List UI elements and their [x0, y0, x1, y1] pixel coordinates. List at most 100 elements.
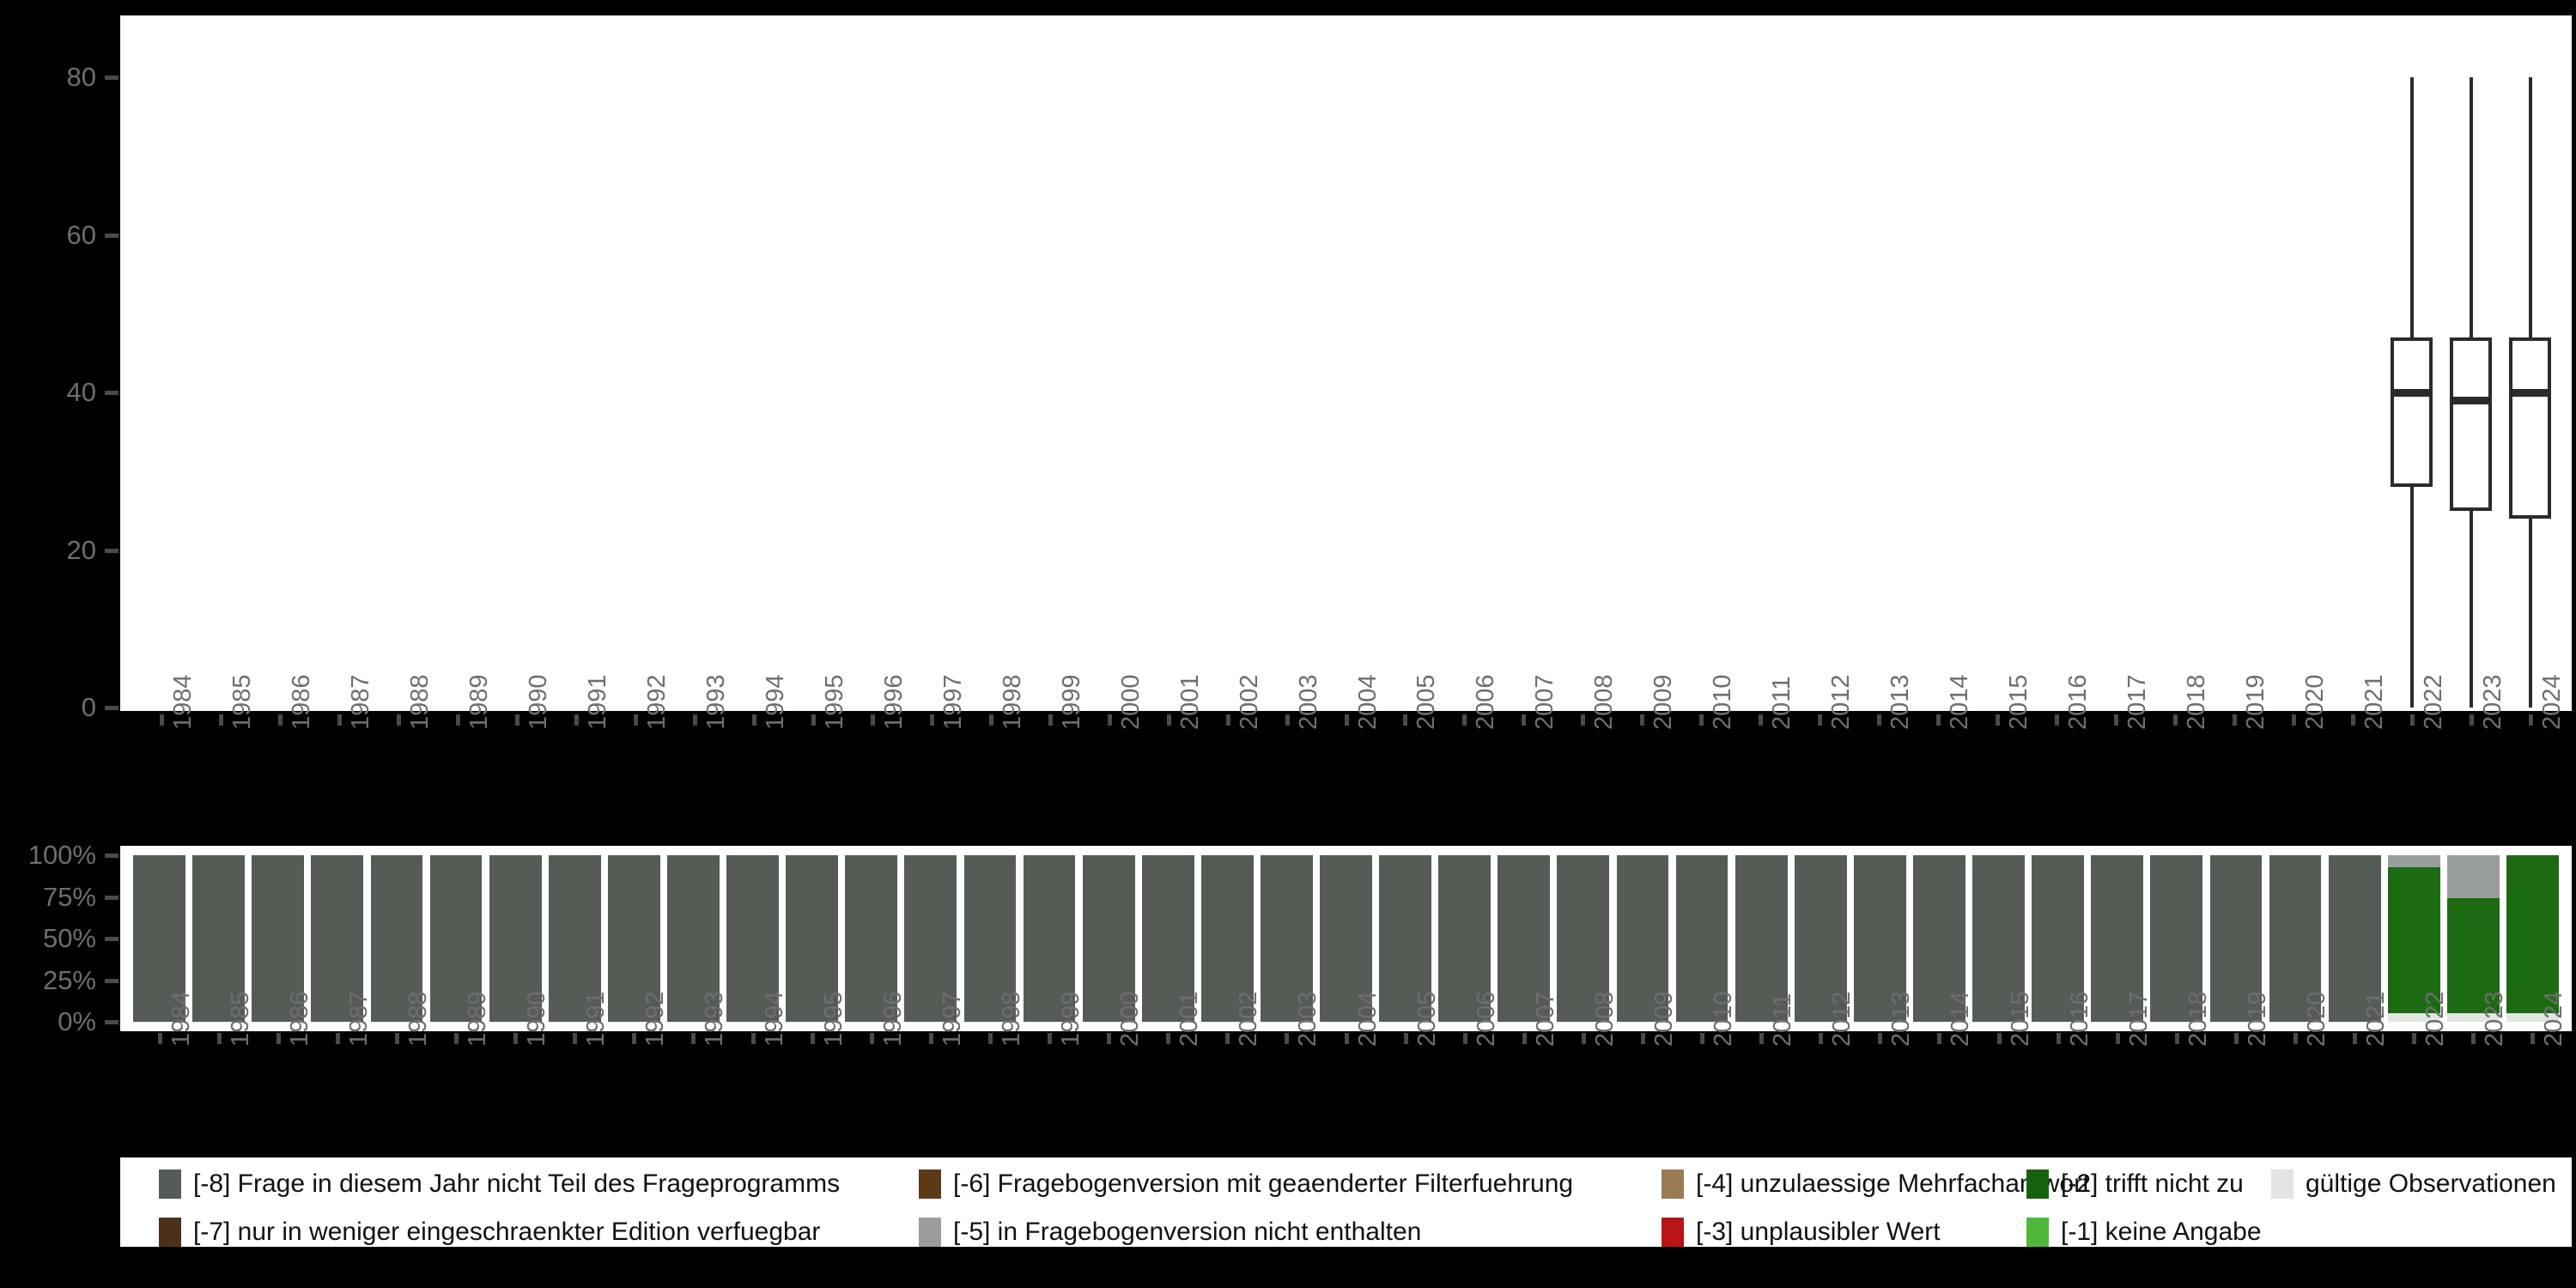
stacked-bar-x-tick — [513, 1033, 519, 1044]
legend-item[interactable]: [-3] unplausibler Wert — [1662, 1218, 1941, 1247]
legend-item[interactable]: [-7] nur in weniger eingeschraenkter Edi… — [159, 1218, 820, 1247]
stacked-bar-y-tick — [105, 937, 118, 941]
legend-item[interactable]: [-8] Frage in diesem Jahr nicht Teil des… — [159, 1170, 840, 1199]
stacked-bar-column — [2032, 855, 2085, 1022]
stacked-bar-x-tick — [2471, 1033, 2476, 1044]
stacked-bar-column — [1972, 855, 2025, 1022]
boxplot-x-tick-label: 1989 — [465, 674, 494, 730]
stacked-bar-segment — [2446, 1013, 2500, 1022]
boxplot-x-tick-label: 1990 — [525, 674, 553, 730]
stacked-bar-column — [1320, 855, 1372, 1022]
boxplot-x-tick-label: 2018 — [2182, 674, 2210, 730]
boxplot-y-tick-label: 20 — [66, 534, 96, 565]
stacked-bar-column — [963, 855, 1017, 1022]
stacked-bar-plot-area — [130, 855, 2562, 1022]
stacked-bar-segment — [2328, 855, 2381, 1022]
stacked-bar-x-tick — [632, 1033, 637, 1044]
stacked-bar-x-tick — [928, 1033, 933, 1044]
stacked-bar-x-tick-label: 2021 — [2362, 991, 2391, 1047]
legend-item[interactable]: [-4] unzulaessige Mehrfachantwort — [1662, 1170, 2090, 1199]
stacked-bar-x-tick-label: 2004 — [1353, 991, 1382, 1047]
legend-item[interactable]: gültige Observationen — [2271, 1170, 2556, 1199]
stacked-bar-segment — [1023, 855, 1076, 1022]
stacked-bar-y-tick-label: 50% — [42, 923, 96, 953]
boxplot-x-tick-label: 2009 — [1649, 674, 1678, 730]
stacked-bar-segment — [2150, 855, 2203, 1022]
boxplot-y-tick — [105, 548, 118, 553]
stacked-bar-x-tick — [335, 1033, 340, 1044]
whisker-upper — [2528, 77, 2532, 337]
stacked-bar-column — [1557, 855, 1610, 1022]
stacked-bar-column — [1675, 855, 1728, 1022]
stacked-bar-x-tick-label: 1990 — [523, 991, 551, 1047]
legend-label: [-5] in Fragebogenversion nicht enthalte… — [953, 1218, 1422, 1246]
boxplot-x-tick — [751, 714, 756, 726]
stacked-bar-x-tick-label: 1998 — [997, 991, 1025, 1047]
stacked-bar-x-tick-label: 1999 — [1057, 991, 1084, 1047]
stacked-bar-x-tick — [869, 1033, 874, 1044]
boxplot-x-tick — [278, 714, 283, 726]
boxplot-x-tick-label: 2002 — [1235, 674, 1263, 730]
boxplot-x-tick — [456, 714, 461, 726]
stacked-bar-column — [2269, 855, 2322, 1022]
stacked-bar-column — [489, 855, 542, 1022]
boxplot-plot-area — [120, 15, 2572, 711]
stacked-bar-segment — [1853, 855, 1906, 1022]
stacked-bar-x-tick — [216, 1033, 222, 1044]
legend-item[interactable]: [-1] keine Angabe — [2026, 1218, 2262, 1247]
boxplot-x-tick-label: 1996 — [879, 674, 908, 730]
stacked-bar-column — [2446, 855, 2500, 1022]
box-median — [2508, 389, 2552, 397]
stacked-bar-x-tick-label: 2013 — [1887, 991, 1916, 1047]
boxplot-x-tick — [1462, 714, 1467, 726]
stacked-bar-x-tick — [2115, 1033, 2120, 1044]
stacked-bar-y-tick-label: 75% — [42, 881, 96, 912]
stacked-bar-x-tick-label: 2003 — [1294, 991, 1322, 1047]
stacked-bar-column — [2091, 855, 2144, 1022]
boxplot-x-tick-label: 1985 — [228, 674, 257, 730]
stacked-bar-x-tick — [573, 1033, 578, 1044]
stacked-bar-segment — [1082, 855, 1135, 1022]
legend-label: [-1] keine Angabe — [2061, 1218, 2262, 1246]
whisker-lower — [2528, 518, 2532, 708]
boxplot-x-tick — [2350, 714, 2355, 726]
legend-item[interactable]: [-2] trifft nicht zu — [2026, 1170, 2244, 1199]
boxplot-x-tick-label: 1984 — [169, 674, 197, 730]
stacked-bar-column — [2506, 855, 2559, 1022]
boxplot-x-tick-label: 1997 — [939, 674, 967, 730]
legend-item[interactable]: [-6] Fragebogenversion mit geaenderter F… — [919, 1170, 1573, 1199]
boxplot-y-tick-label: 0 — [81, 692, 96, 722]
stacked-bar-x-tick — [1048, 1033, 1052, 1044]
boxplot-x-tick-label: 1991 — [584, 674, 612, 730]
stacked-bar-x-tick-label: 1985 — [226, 991, 254, 1047]
stacked-bar-segment — [429, 855, 483, 1022]
boxplot-x-tick-label: 2022 — [2419, 674, 2447, 730]
stacked-bar-segment — [370, 855, 423, 1022]
stacked-bar-x-tick-label: 2014 — [1947, 991, 1975, 1047]
box-median — [2390, 389, 2433, 397]
stacked-bar-x-tick — [276, 1033, 281, 1044]
stacked-bar-segment — [963, 855, 1017, 1022]
boxplot-x-tick-label: 2019 — [2241, 674, 2269, 730]
stacked-bar-column — [1200, 855, 1254, 1022]
stacked-bar-x-tick-label: 1996 — [878, 991, 907, 1047]
boxplot-x-tick — [574, 714, 580, 726]
legend-swatch — [1662, 1218, 1684, 1247]
boxplot-y-tick-label: 40 — [66, 377, 96, 407]
boxplot-x-tick — [1522, 714, 1527, 726]
stacked-bar-x-tick — [2233, 1033, 2239, 1044]
stacked-bar-column — [429, 855, 483, 1022]
legend-item[interactable]: [-5] in Fragebogenversion nicht enthalte… — [919, 1218, 1421, 1247]
boxplot-x-tick — [2409, 714, 2415, 726]
boxplot-x-tick — [1344, 714, 1349, 726]
stacked-bar-x-tick-label: 1992 — [641, 991, 670, 1047]
stacked-bar-column — [2209, 855, 2263, 1022]
box-median — [2449, 397, 2493, 405]
boxplot-x-tick-label: 1993 — [702, 674, 731, 730]
boxplot-x-tick — [1225, 714, 1230, 726]
whisker-upper — [2469, 77, 2473, 337]
boxplot-x-tick-label: 2020 — [2300, 674, 2329, 730]
legend: [-8] Frage in diesem Jahr nicht Teil des… — [120, 1157, 2572, 1247]
box-iqr — [2449, 337, 2493, 511]
boxplot-x-tick-label: 2014 — [1946, 674, 1973, 730]
